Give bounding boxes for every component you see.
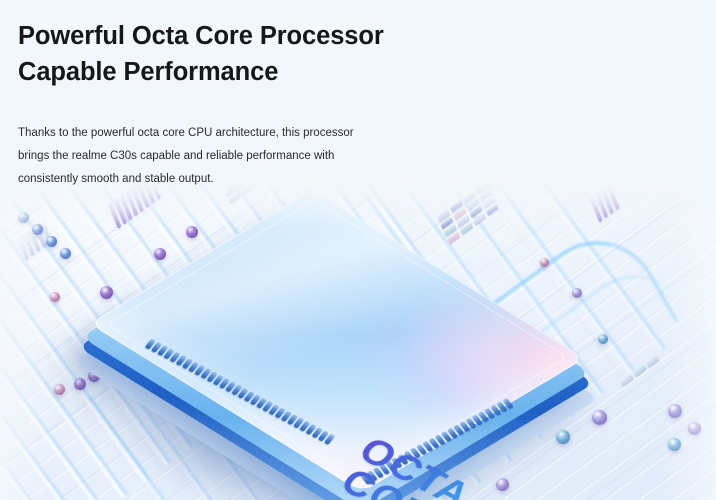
solder-ball xyxy=(668,438,681,451)
description-paragraph: Thanks to the powerful octa core CPU arc… xyxy=(18,90,398,191)
solder-ball xyxy=(154,248,166,260)
solder-ball xyxy=(60,248,71,259)
solder-ball xyxy=(688,422,701,435)
page-title-line-2: Capable Performance xyxy=(18,58,279,86)
solder-ball xyxy=(18,212,29,223)
solder-ball xyxy=(496,478,509,491)
solder-ball xyxy=(100,286,113,299)
solder-ball xyxy=(668,404,682,418)
solder-ball xyxy=(50,292,60,302)
page-title: Powerful Octa Core Processor Capable Per… xyxy=(18,18,716,90)
solder-ball xyxy=(46,236,57,247)
solder-ball xyxy=(598,334,608,344)
solder-ball xyxy=(54,384,65,395)
text-block: Powerful Octa Core Processor Capable Per… xyxy=(0,0,716,191)
solder-ball xyxy=(32,224,43,235)
solder-ball xyxy=(186,226,198,238)
page-title-line-1: Powerful Octa Core Processor xyxy=(18,22,384,50)
hero-image: OCTA CORE xyxy=(0,182,716,500)
solder-ball xyxy=(592,410,607,425)
solder-ball xyxy=(572,288,582,298)
cpu-chip: OCTA CORE xyxy=(72,189,600,500)
description-line-2: brings the realme C30s capable and relia… xyxy=(18,150,335,162)
solder-ball xyxy=(556,430,570,444)
solder-ball xyxy=(540,258,549,267)
description-line-1: Thanks to the powerful octa core CPU arc… xyxy=(18,127,354,139)
solder-ball xyxy=(74,378,86,390)
description-line-3: consistently smooth and stable output. xyxy=(18,173,214,185)
